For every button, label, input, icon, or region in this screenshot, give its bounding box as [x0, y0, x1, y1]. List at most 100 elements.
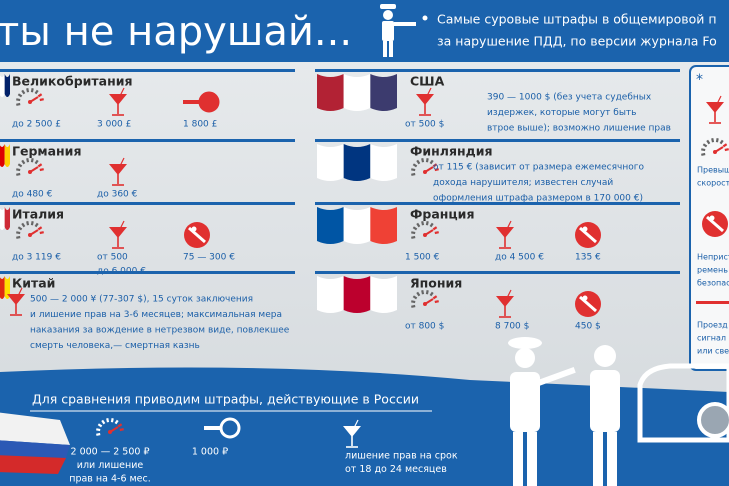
- flag-stripe: [343, 74, 371, 111]
- gauge-tick: [421, 158, 425, 163]
- gauge-tick: [106, 418, 110, 423]
- speedometer-icon: [96, 418, 124, 436]
- flag-stripe: [0, 74, 5, 97]
- section-rule: [315, 202, 680, 205]
- country-flag: [0, 144, 10, 167]
- sidebar-text: или свет: [697, 347, 729, 356]
- gauge-tick: [412, 295, 418, 300]
- fine-value: 450 $: [575, 322, 601, 332]
- flag-stripe: [370, 144, 397, 181]
- gauge-tick: [16, 102, 21, 106]
- gauge-tick: [724, 148, 729, 152]
- fine-description: наказания за вождение в нетрезвом виде, …: [30, 326, 290, 336]
- gauge-tick: [30, 88, 34, 93]
- gauge-tick: [16, 168, 21, 172]
- gauge-tick: [17, 163, 23, 168]
- fine-value: от 800 $: [405, 322, 444, 332]
- russia-fine: прав на 4-6 мес.: [69, 474, 151, 485]
- gauge-tick: [429, 159, 434, 165]
- gauge-tick: [110, 418, 114, 423]
- gauge-tick: [96, 432, 101, 436]
- section-rule: [315, 69, 680, 72]
- gauge-tick: [425, 221, 429, 226]
- flag-stripe: [343, 276, 371, 313]
- gauge-tick: [416, 291, 421, 297]
- glass-straw: [716, 95, 722, 105]
- section-rule: [0, 202, 295, 205]
- glass-bowl: [343, 426, 361, 437]
- section-rule: [0, 139, 295, 142]
- gauge-tick: [117, 423, 123, 428]
- gauge-tick: [702, 143, 708, 148]
- speedometer-icon: [16, 88, 44, 106]
- gauge-hub: [28, 170, 32, 174]
- fine-description: втрое выше); возможно лишение прав: [487, 124, 671, 134]
- gauge-tick: [412, 226, 418, 231]
- gauge-tick: [432, 163, 438, 168]
- martini-icon: [496, 289, 514, 318]
- section-rule: [0, 69, 295, 72]
- russia-heading: Для сравнения приводим штрафы, действующ…: [32, 392, 419, 407]
- gauge-tick: [16, 98, 21, 102]
- fine-description: оформления штрафа размером в 170 000 €): [433, 194, 643, 204]
- flag-stripe: [4, 276, 10, 299]
- gauge-tick: [119, 428, 124, 432]
- traffic-paddle-icon: [204, 417, 241, 439]
- gauge-tick: [37, 163, 43, 168]
- paddle-disc: [198, 91, 220, 113]
- country-flag: [317, 276, 397, 313]
- flag-stripe: [343, 144, 371, 181]
- gauge-hub: [423, 170, 427, 174]
- speedometer-icon: [701, 138, 729, 156]
- fine-value: 1 500 €: [405, 253, 440, 263]
- gauge-tick: [26, 88, 30, 93]
- belt-strap: [706, 215, 724, 233]
- flag-stripe: [317, 276, 344, 313]
- glass-bowl: [496, 227, 514, 238]
- sidebar-text: безопас: [697, 279, 729, 288]
- sidebar-mark: *: [696, 72, 703, 88]
- section-rule: [315, 139, 680, 142]
- footer-band: [0, 367, 729, 486]
- country-name: Италия: [12, 207, 64, 222]
- speedometer-icon: [16, 158, 44, 176]
- seatbelt-icon: [575, 291, 601, 317]
- fine-value: 8 700 $: [495, 322, 529, 332]
- belt-head: [582, 226, 588, 232]
- gauge-tick: [16, 172, 21, 176]
- martini-icon: [7, 287, 25, 316]
- fine-value: до 2 500 £: [12, 120, 61, 130]
- title: ты не нарушай...: [0, 9, 352, 55]
- gauge-tick: [411, 168, 416, 172]
- belt-strap: [188, 226, 206, 244]
- gauge-tick: [715, 138, 719, 143]
- glass-straw: [426, 87, 432, 97]
- gauge-tick: [432, 226, 438, 231]
- subtitle: за нарушение ПДД, по версии журнала Fo: [437, 34, 717, 49]
- glass-straw: [506, 289, 512, 299]
- fine-value: от 500: [97, 253, 128, 263]
- martini-icon: [343, 419, 361, 448]
- flag-stripe: [0, 144, 5, 167]
- fine-value: 135 €: [575, 253, 601, 263]
- gauge-tick: [30, 158, 34, 163]
- speedometer-icon: [411, 158, 439, 176]
- fine-value: от 500 $: [405, 120, 444, 130]
- sidebar-text: Превыш: [697, 166, 729, 175]
- country-name: Франция: [410, 207, 474, 222]
- gauge-tick: [411, 231, 416, 235]
- gauge-tick: [39, 98, 44, 102]
- gauge-tick: [722, 143, 728, 148]
- gauge-hub: [423, 302, 427, 306]
- gauge-tick: [37, 93, 43, 98]
- gauge-hub: [713, 150, 717, 154]
- gauge-tick: [706, 139, 711, 145]
- seatbelt-icon: [702, 211, 728, 237]
- speedometer-icon: [411, 290, 439, 308]
- glass-straw: [17, 287, 23, 297]
- glass-straw: [506, 220, 512, 230]
- flag-stripe: [370, 74, 397, 111]
- martini-icon: [706, 95, 724, 124]
- gauge-tick: [37, 226, 43, 231]
